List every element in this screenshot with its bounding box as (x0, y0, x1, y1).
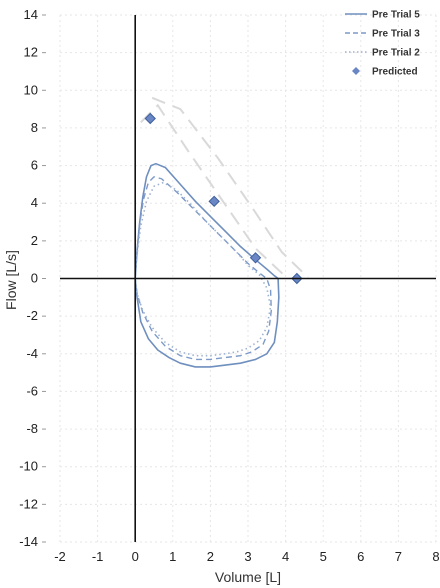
y-tick-label: -2 (26, 308, 38, 323)
y-axis-title: Flow [L/s] (3, 250, 19, 310)
legend-label: Predicted (372, 67, 418, 78)
predicted-point (249, 252, 262, 264)
y-tick-label: -4 (26, 346, 38, 361)
legend-label: Pre Trial 3 (372, 29, 420, 40)
x-tick-label: 2 (207, 549, 214, 564)
x-tick-label: 7 (395, 549, 402, 564)
y-tick-label: -10 (19, 459, 38, 474)
x-tick-labels: -2 -1 0 1 2 3 4 5 6 7 8 (54, 549, 439, 564)
x-tick-label: 8 (432, 549, 439, 564)
series-pre-trial-2 (134, 181, 272, 357)
x-tick-label: 0 (132, 549, 139, 564)
legend-swatch (352, 67, 360, 75)
y-tick-labels: 14 12 10 8 6 4 2 0 -2 -4 -6 -8 -10 -12 -14 (19, 7, 46, 549)
series-pre-trial-3 (134, 176, 273, 361)
x-tick-label: -2 (54, 549, 66, 564)
legend-label: Pre Trial 5 (372, 10, 420, 21)
predicted-envelope-line (151, 96, 309, 279)
legend: Pre Trial 5 Pre Trial 3 Pre Trial 2 Predict… (345, 10, 420, 78)
axes (60, 15, 436, 542)
y-tick-label: 12 (24, 45, 38, 60)
y-tick-label: -12 (19, 496, 38, 511)
x-tick-label: 5 (320, 549, 327, 564)
x-tick-label: 1 (169, 549, 176, 564)
y-tick-label: 4 (31, 195, 38, 210)
x-tick-label: 3 (244, 549, 251, 564)
y-tick-label: 2 (31, 233, 38, 248)
x-tick-label: 6 (357, 549, 364, 564)
predicted-point (144, 112, 156, 125)
y-tick-label: 0 (31, 271, 38, 286)
predicted-markers (144, 112, 303, 285)
y-tick-label: -14 (19, 534, 38, 549)
y-tick-label: 8 (31, 120, 38, 135)
y-tick-label: 6 (31, 158, 38, 173)
predicted-envelope (140, 96, 309, 279)
y-tick-label: -6 (26, 383, 38, 398)
legend-label: Pre Trial 2 (372, 48, 420, 59)
x-tick-label: 4 (282, 549, 289, 564)
x-tick-label: -1 (92, 549, 104, 564)
predicted-point (208, 195, 220, 208)
x-axis-title: Volume [L] (215, 569, 281, 585)
y-tick-label: 10 (24, 82, 38, 97)
predicted-envelope-line (140, 103, 287, 278)
series-lines (134, 162, 280, 368)
y-tick-label: 14 (24, 7, 38, 22)
y-tick-label: -8 (26, 421, 38, 436)
